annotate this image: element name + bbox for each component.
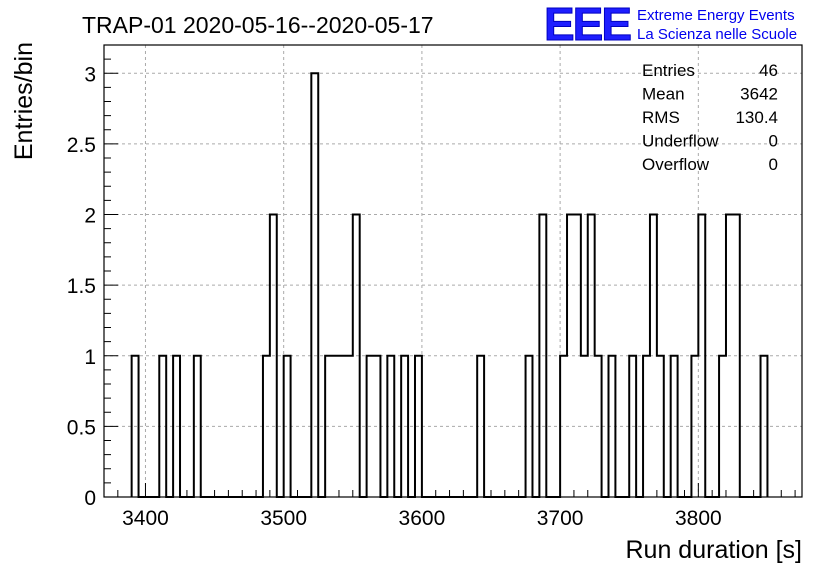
stats-label: Entries bbox=[642, 61, 695, 80]
y-tick-label: 2.5 bbox=[67, 134, 96, 157]
stats-value: 3642 bbox=[740, 85, 778, 104]
x-tick-label: 3500 bbox=[260, 507, 307, 530]
y-tick-label: 2 bbox=[84, 205, 96, 228]
plot-frame bbox=[103, 44, 803, 498]
x-tick-label: 3700 bbox=[537, 507, 584, 530]
chart-title: TRAP-01 2020-05-16--2020-05-17 bbox=[82, 12, 434, 38]
y-tick-labels: 0 0.5 1 1.5 2 2.5 3 bbox=[67, 63, 96, 510]
stats-value: 0 bbox=[769, 155, 778, 174]
stats-label: Mean bbox=[642, 85, 685, 104]
stats-label: RMS bbox=[642, 108, 680, 127]
stats-label: Underflow bbox=[642, 132, 719, 151]
x-axis-label: Run duration [s] bbox=[626, 536, 803, 564]
x-tick-label: 3600 bbox=[399, 507, 446, 530]
grid bbox=[104, 45, 802, 497]
stats-box: Entries 46 Mean 3642 RMS 130.4 Underflow 0 Overf… bbox=[642, 61, 778, 174]
stats-value: 46 bbox=[759, 61, 778, 80]
x-tick-label: 3800 bbox=[675, 507, 722, 530]
y-tick-label: 1.5 bbox=[67, 275, 96, 298]
y-tick-label: 3 bbox=[84, 63, 96, 86]
logo-line-1: Extreme Energy Events bbox=[637, 7, 795, 24]
stats-value: 130.4 bbox=[735, 108, 778, 127]
eee-logo-mark: EEE bbox=[544, 0, 630, 50]
y-tick-label: 0.5 bbox=[67, 416, 96, 439]
y-axis-label: Entries/bin bbox=[10, 42, 38, 160]
y-tick-label: 0 bbox=[84, 487, 96, 510]
x-tick-labels: 3400 3500 3600 3700 3800 bbox=[122, 507, 722, 530]
histogram-outline bbox=[130, 72, 769, 498]
x-tick-label: 3400 bbox=[122, 507, 169, 530]
logo-line-2: La Scienza nelle Scuole bbox=[637, 26, 797, 43]
stats-label: Overflow bbox=[642, 155, 710, 174]
stats-value: 0 bbox=[769, 132, 778, 151]
y-tick-label: 1 bbox=[84, 346, 96, 369]
